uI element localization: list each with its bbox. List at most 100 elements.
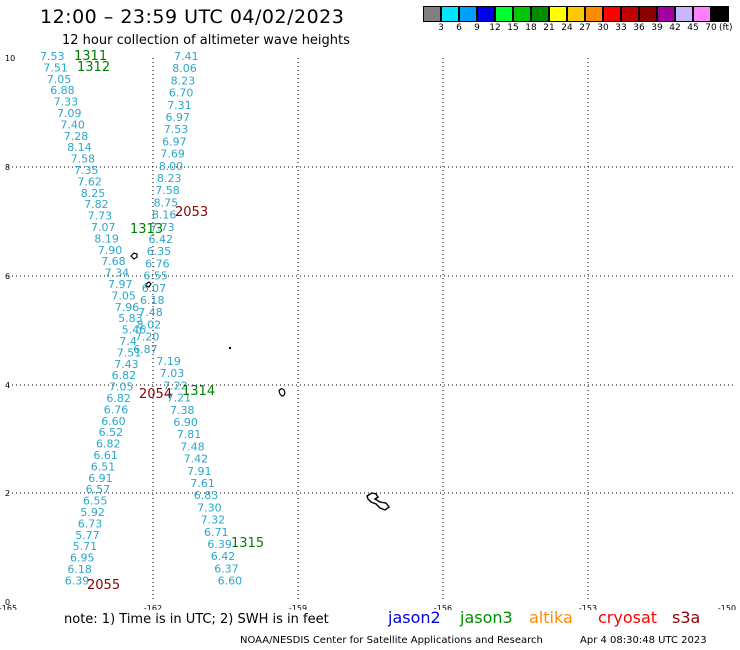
wave-height-value: 7.20 [135, 331, 160, 344]
pass-time-label: 2055 [87, 578, 120, 593]
legend-s3a: s3a [672, 608, 701, 627]
wave-height-value: 7.91 [187, 465, 212, 478]
wave-height-value: 6.88 [50, 84, 74, 97]
wave-height-value: 7.30 [197, 501, 222, 514]
wave-height-value: 5.71 [73, 540, 98, 553]
wave-height-value: 6.52 [99, 426, 124, 439]
pass-time-label: 1312 [77, 60, 110, 75]
wave-height-value: 6.39 [207, 538, 232, 551]
colorbar-label: 39 [651, 23, 663, 33]
pass-time-label: 1315 [231, 536, 264, 551]
wave-height-value: 8.19 [94, 232, 119, 245]
wave-height-value: 7.4 [119, 335, 136, 348]
wave-height-value: 6.60 [218, 575, 243, 588]
wave-height-value: 7.32 [201, 514, 226, 527]
wave-height-value: 6.76 [145, 257, 170, 270]
pass-time-label: 1314 [182, 384, 215, 399]
colorbar-label: 6 [456, 23, 462, 33]
wave-height-value: 7.05 [109, 381, 134, 394]
wave-height-value: 8.06 [172, 62, 197, 75]
map-subtitle: 12 hour collection of altimeter wave hei… [62, 33, 350, 48]
wave-height-value: 7.58 [71, 153, 96, 166]
pass-time-label: 1313 [130, 222, 163, 237]
wave-height-value: 6.97 [166, 111, 191, 124]
wave-height-value: 7.35 [74, 164, 99, 177]
wave-height-value: 6.61 [93, 449, 118, 462]
wave-height-value: 7.43 [114, 358, 139, 371]
colorbar-swatch [693, 6, 711, 22]
wave-height-value: 7.90 [98, 244, 123, 257]
wave-height-value: 7.48 [138, 306, 163, 319]
wave-height-value: 6.71 [204, 526, 229, 539]
colorbar-swatch [639, 6, 657, 22]
wave-height-value: 7.82 [84, 198, 109, 211]
colorbar-swatch [477, 6, 495, 22]
y-tick-label: 0 [5, 598, 10, 607]
colorbar-swatch [513, 6, 531, 22]
colorbar-swatch [441, 6, 459, 22]
wave-height-value: 6.37 [214, 562, 239, 575]
wave-height-value: 6.90 [173, 416, 198, 429]
wave-height-value: 7.34 [105, 267, 130, 280]
wave-height-value: 7.97 [108, 278, 133, 291]
x-tick-label: -150 [718, 604, 736, 610]
wave-height-value: 5.46 [122, 324, 147, 337]
colorbar-label: 42 [669, 23, 681, 33]
wave-height-value: 6.60 [101, 415, 126, 428]
colorbar-label: 30 [597, 23, 609, 33]
wave-height-value: 6.82 [106, 392, 130, 405]
wave-height-value: 7.62 [77, 175, 102, 188]
colorbar-swatch [495, 6, 513, 22]
colorbar-swatch [567, 6, 585, 22]
wave-height-value: 7.41 [174, 50, 199, 63]
colorbar-swatch [549, 6, 567, 22]
wave-height-value: 6.73 [78, 517, 103, 530]
generated-timestamp: Apr 4 08:30:48 UTC 2023 [580, 635, 707, 646]
wave-height-value: 7.42 [184, 453, 209, 466]
legend-altika: altika [529, 608, 573, 627]
wave-height-value: 7.58 [155, 184, 180, 197]
colorbar-unit: (ft) [719, 23, 733, 33]
wave-height-value: 7.33 [54, 96, 79, 109]
x-tick-label: -153 [579, 604, 597, 610]
colorbar-swatch [459, 6, 477, 22]
colorbar-swatch [603, 6, 621, 22]
wave-height-value: 7.48 [180, 440, 205, 453]
wave-height-value: 8.25 [81, 187, 106, 200]
legend-jason2: jason2 [388, 608, 441, 627]
x-tick-label: -159 [289, 604, 307, 610]
colorbar-label: 36 [633, 23, 645, 33]
wave-height-value: 7.09 [57, 107, 82, 120]
wave-height-value: 6.82 [112, 369, 137, 382]
wave-height-value: 6.07 [142, 282, 167, 295]
pass-time-label: 2054 [139, 387, 172, 402]
wave-height-value: 8.16 [152, 209, 177, 222]
wave-height-value: 6.55 [143, 270, 168, 283]
wave-height-value: 8.75 [154, 196, 179, 209]
wave-height-value: 5.92 [80, 506, 105, 519]
colorbar-label: 45 [687, 23, 699, 33]
wave-height-value: 7.73 [88, 210, 113, 223]
colorbar-label: 12 [489, 23, 501, 33]
wave-height-value: 7.51 [43, 61, 68, 74]
colorbar-label: 18 [525, 23, 537, 33]
colorbar-label: 33 [615, 23, 627, 33]
wave-height-value: 6.55 [83, 495, 108, 508]
wave-height-value: 6.95 [70, 552, 95, 565]
island-outline [366, 492, 390, 511]
wave-height-value: 6.51 [91, 460, 116, 473]
wave-height-value: 7.05 [111, 289, 135, 302]
pass-time-label: 2053 [175, 205, 208, 220]
wave-height-value: 6.70 [169, 87, 194, 100]
wave-height-value: 7.05 [47, 73, 72, 86]
wave-height-value: 7.28 [64, 130, 89, 143]
colorbar-label: 15 [507, 23, 519, 33]
wave-height-value: 6.42 [211, 550, 236, 563]
wave-height-value: 7.68 [101, 255, 126, 268]
island-outline [130, 252, 138, 260]
colorbar-swatch [657, 6, 675, 22]
wave-height-value: 7.22 [163, 379, 188, 392]
wave-height-value: 8.00 [159, 160, 184, 173]
colorbar-swatch [621, 6, 639, 22]
wave-height-value: 8.02 [137, 318, 162, 331]
